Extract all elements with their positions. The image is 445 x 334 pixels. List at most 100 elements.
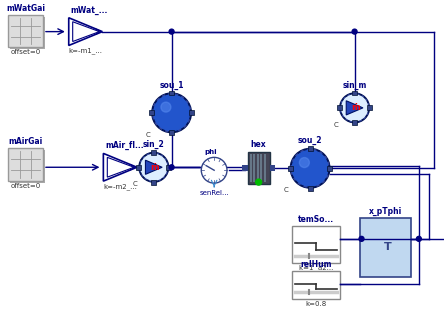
FancyBboxPatch shape bbox=[352, 120, 357, 125]
Text: k=-m2_...: k=-m2_... bbox=[103, 183, 137, 190]
Wedge shape bbox=[144, 176, 148, 180]
Polygon shape bbox=[346, 101, 363, 115]
Wedge shape bbox=[174, 93, 178, 97]
Text: mWatGai: mWatGai bbox=[6, 4, 45, 13]
Wedge shape bbox=[182, 124, 187, 128]
FancyBboxPatch shape bbox=[169, 91, 174, 96]
FancyBboxPatch shape bbox=[248, 152, 270, 184]
Circle shape bbox=[256, 179, 262, 185]
Wedge shape bbox=[340, 105, 343, 108]
Wedge shape bbox=[340, 110, 344, 113]
Text: C: C bbox=[133, 181, 138, 187]
Wedge shape bbox=[154, 121, 159, 126]
Circle shape bbox=[290, 148, 330, 188]
Wedge shape bbox=[142, 156, 146, 160]
Wedge shape bbox=[291, 158, 295, 163]
Wedge shape bbox=[291, 171, 294, 175]
Circle shape bbox=[340, 93, 369, 123]
Wedge shape bbox=[366, 103, 369, 106]
FancyBboxPatch shape bbox=[288, 166, 293, 171]
Polygon shape bbox=[107, 157, 134, 177]
Wedge shape bbox=[356, 93, 360, 97]
Circle shape bbox=[161, 102, 171, 112]
Text: x_pTphi: x_pTphi bbox=[368, 207, 402, 216]
Wedge shape bbox=[310, 185, 314, 188]
Wedge shape bbox=[152, 109, 155, 113]
Circle shape bbox=[141, 154, 167, 180]
Polygon shape bbox=[103, 153, 137, 181]
Wedge shape bbox=[140, 160, 144, 163]
FancyBboxPatch shape bbox=[10, 17, 45, 49]
Wedge shape bbox=[325, 174, 329, 178]
Wedge shape bbox=[187, 106, 191, 110]
Text: mAirGai: mAirGai bbox=[8, 138, 43, 147]
Text: ṁ: ṁ bbox=[150, 163, 159, 172]
Wedge shape bbox=[347, 94, 351, 98]
Wedge shape bbox=[168, 93, 172, 96]
Text: mAir_fl...: mAir_fl... bbox=[105, 141, 144, 150]
Circle shape bbox=[154, 95, 190, 131]
Wedge shape bbox=[162, 94, 166, 98]
Wedge shape bbox=[139, 165, 142, 167]
Wedge shape bbox=[313, 149, 317, 152]
Wedge shape bbox=[157, 98, 161, 102]
Wedge shape bbox=[355, 120, 357, 123]
Wedge shape bbox=[141, 173, 145, 177]
Wedge shape bbox=[152, 116, 156, 120]
Wedge shape bbox=[162, 175, 165, 179]
Circle shape bbox=[417, 236, 421, 241]
Wedge shape bbox=[160, 154, 163, 158]
Circle shape bbox=[139, 152, 169, 182]
Wedge shape bbox=[362, 116, 366, 119]
Wedge shape bbox=[154, 179, 156, 182]
Wedge shape bbox=[364, 98, 368, 102]
FancyBboxPatch shape bbox=[260, 154, 263, 182]
FancyBboxPatch shape bbox=[328, 166, 332, 171]
Wedge shape bbox=[365, 112, 368, 115]
Wedge shape bbox=[321, 179, 325, 183]
FancyBboxPatch shape bbox=[367, 106, 372, 110]
FancyBboxPatch shape bbox=[151, 150, 156, 155]
Wedge shape bbox=[323, 156, 327, 160]
Text: k=1  a2...: k=1 a2... bbox=[299, 265, 333, 271]
FancyBboxPatch shape bbox=[8, 148, 43, 181]
Text: C: C bbox=[146, 132, 150, 138]
Wedge shape bbox=[180, 96, 184, 100]
Text: senRel...: senRel... bbox=[199, 190, 229, 196]
Wedge shape bbox=[290, 165, 294, 168]
Text: temSo...: temSo... bbox=[298, 215, 334, 224]
Wedge shape bbox=[172, 129, 175, 133]
Wedge shape bbox=[360, 95, 364, 99]
Wedge shape bbox=[151, 152, 154, 156]
Circle shape bbox=[152, 93, 191, 133]
Text: k=0.8: k=0.8 bbox=[305, 301, 327, 307]
FancyBboxPatch shape bbox=[307, 186, 312, 190]
Text: C: C bbox=[333, 122, 338, 128]
FancyBboxPatch shape bbox=[360, 218, 411, 277]
FancyBboxPatch shape bbox=[166, 165, 171, 170]
Wedge shape bbox=[307, 148, 310, 152]
FancyBboxPatch shape bbox=[150, 110, 154, 115]
Wedge shape bbox=[342, 114, 345, 118]
Wedge shape bbox=[185, 100, 189, 105]
Wedge shape bbox=[146, 153, 150, 157]
Circle shape bbox=[342, 95, 368, 121]
Wedge shape bbox=[327, 168, 330, 172]
Wedge shape bbox=[295, 153, 299, 157]
Wedge shape bbox=[139, 169, 143, 172]
Text: ṁ: ṁ bbox=[351, 103, 360, 112]
Wedge shape bbox=[293, 177, 297, 181]
FancyBboxPatch shape bbox=[10, 150, 45, 183]
Text: mWat_...: mWat_... bbox=[71, 6, 108, 15]
Polygon shape bbox=[73, 22, 99, 41]
FancyBboxPatch shape bbox=[292, 226, 340, 263]
Wedge shape bbox=[159, 126, 163, 130]
Circle shape bbox=[352, 29, 357, 34]
Wedge shape bbox=[188, 113, 191, 116]
Wedge shape bbox=[343, 97, 347, 100]
Wedge shape bbox=[345, 117, 348, 121]
Circle shape bbox=[201, 157, 227, 183]
Text: relHum: relHum bbox=[300, 260, 332, 269]
Wedge shape bbox=[166, 167, 169, 170]
Wedge shape bbox=[303, 184, 307, 188]
